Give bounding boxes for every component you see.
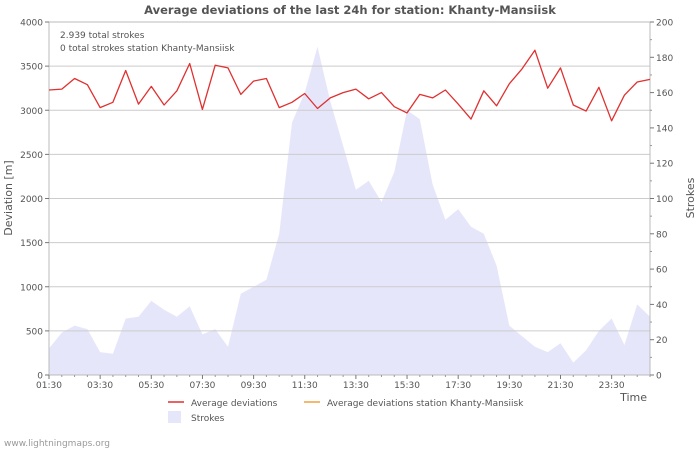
y-tick-label-1000: 1000 [20, 283, 43, 293]
legend-label-average-deviations: Average deviations [191, 399, 278, 409]
legend-label-station-deviations: Average deviations station Khanty-Mansii… [327, 399, 524, 409]
legend-item-strokes[interactable]: Strokes [168, 411, 225, 424]
legend-label-strokes: Strokes [191, 414, 225, 424]
y-tick-label-0: 0 [37, 372, 43, 382]
x-tick-label-1930: 19:30 [496, 381, 522, 391]
series-line-average-deviations [48, 49, 651, 122]
y2-tick-label-100: 100 [656, 195, 673, 205]
x-tick-label-1530: 15:30 [394, 381, 420, 391]
x-axis-label: Time [619, 391, 647, 404]
y2-tick-label-0: 0 [656, 372, 662, 382]
left-axis-ticks: 0 500 1000 1500 2000 2500 3000 3500 4000 [20, 19, 49, 382]
y2-tick-label-180: 180 [656, 54, 673, 64]
legend-swatch-strokes [168, 411, 181, 423]
legend-item-station-deviations[interactable]: Average deviations station Khanty-Mansii… [304, 399, 524, 409]
y2-tick-label-200: 200 [656, 19, 673, 29]
deviation-series [48, 49, 651, 122]
x-tick-label-0730: 07:30 [189, 381, 215, 391]
x-tick-label-2130: 21:30 [548, 381, 574, 391]
gridlines [49, 65, 650, 332]
x-tick-label-0130: 01:30 [36, 381, 62, 391]
legend-item-average-deviations[interactable]: Average deviations [168, 399, 278, 409]
x-tick-label-0530: 05:30 [138, 381, 164, 391]
x-axis-ticks: 01:30 03:30 05:30 07:30 09:30 11:30 13:30 15:30… [36, 375, 651, 391]
y2-tick-label-120: 120 [656, 160, 673, 170]
y-tick-label-2500: 2500 [20, 151, 43, 161]
strokes-area [49, 46, 650, 375]
y2-tick-label-140: 140 [656, 124, 673, 134]
y-tick-label-2000: 2000 [20, 195, 43, 205]
y2-tick-label-80: 80 [656, 230, 668, 240]
legend: Average deviations Average deviations st… [168, 399, 524, 424]
y-tick-label-1500: 1500 [20, 239, 43, 249]
x-tick-label-1130: 11:30 [292, 381, 318, 391]
y-tick-label-3000: 3000 [20, 107, 43, 117]
x-tick-label-0330: 03:30 [87, 381, 113, 391]
y2-tick-label-60: 60 [656, 266, 668, 276]
x-tick-label-0930: 09:30 [241, 381, 267, 391]
y-axis-label: Deviation [m] [2, 160, 15, 235]
chart-title: Average deviations of the last 24h for s… [144, 3, 556, 17]
y2-tick-label-160: 160 [656, 89, 673, 99]
y-tick-label-4000: 4000 [20, 19, 43, 29]
right-axis-ticks: 0 20 40 60 80 100 120 140 160 180 200 [650, 19, 673, 382]
strokes-area-series [49, 46, 650, 375]
x-tick-label-2330: 23:30 [599, 381, 625, 391]
y2-tick-label-40: 40 [656, 301, 668, 311]
annotation-total-strokes: 2.939 total strokes [60, 31, 145, 41]
watermark: www.lightningmaps.org [4, 439, 110, 449]
y2-tick-label-20: 20 [656, 336, 668, 346]
annotation-station-strokes: 0 total strokes station Khanty-Mansiisk [60, 44, 235, 54]
x-tick-label-1330: 13:30 [343, 381, 369, 391]
x-tick-label-1730: 17:30 [445, 381, 471, 391]
y2-axis-label: Strokes [684, 177, 697, 218]
y-tick-label-3500: 3500 [20, 63, 43, 73]
y-tick-label-500: 500 [26, 327, 43, 337]
